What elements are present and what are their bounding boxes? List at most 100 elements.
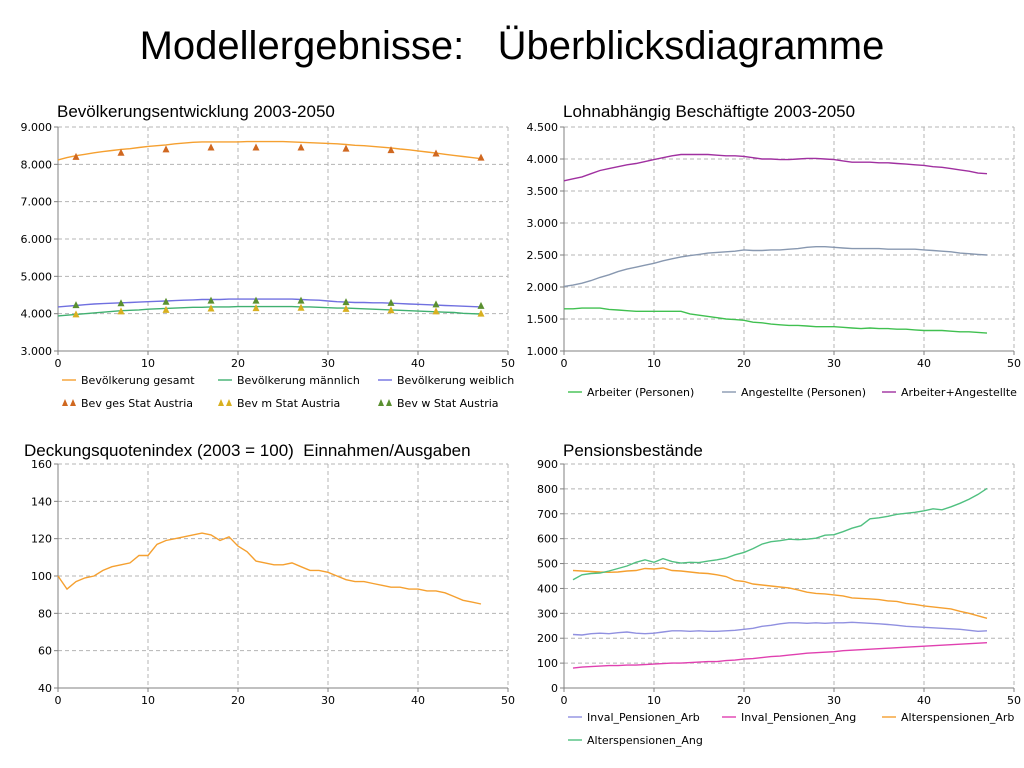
data-point-marker	[207, 143, 215, 151]
legend-entry: Inval_Pensionen_Arb	[568, 711, 700, 724]
data-point-marker	[477, 309, 485, 317]
legend-entry: Alterspensionen_Arb	[882, 711, 1014, 724]
legend-entry: Angestellte (Personen)	[722, 386, 866, 399]
x-tick-label: 10	[647, 694, 661, 707]
data-point-marker	[477, 153, 485, 161]
data-point-marker	[207, 296, 215, 304]
x-tick-label: 40	[917, 357, 931, 370]
data-point-marker	[72, 152, 80, 160]
series-pens-3	[572, 487, 988, 581]
series-line	[564, 307, 988, 334]
data-point-marker	[387, 306, 395, 314]
x-tick-label: 0	[561, 357, 568, 370]
y-tick-label: 3.000	[527, 217, 559, 230]
data-point-marker	[252, 296, 260, 304]
x-tick-label: 10	[141, 694, 155, 707]
legend-entry: Inval_Pensionen_Ang	[722, 711, 856, 724]
data-point-marker	[432, 307, 440, 315]
y-tick-label: 2.500	[527, 249, 559, 262]
legend-entry: Arbeiter+Angestellte	[882, 386, 1017, 399]
series-bev-1	[57, 305, 482, 317]
y-tick-label: 2.000	[527, 281, 559, 294]
x-tick-label: 40	[917, 694, 931, 707]
x-tick-label: 30	[827, 694, 841, 707]
chart-title-deckungsquote: Deckungsquotenindex (2003 = 100) Einnahm…	[24, 441, 471, 460]
legend-entry: Bevölkerung männlich	[218, 374, 360, 387]
legend-label: Inval_Pensionen_Arb	[587, 711, 700, 724]
series-bev-3	[72, 143, 485, 161]
x-tick-label: 50	[501, 357, 515, 370]
y-tick-label: 120	[31, 533, 52, 546]
x-tick-label: 20	[737, 694, 751, 707]
series-line	[572, 621, 988, 636]
series-line	[572, 642, 988, 669]
y-tick-label: 300	[537, 607, 558, 620]
x-tick-label: 30	[321, 694, 335, 707]
data-point-marker	[387, 298, 395, 306]
data-point-marker	[162, 305, 170, 313]
data-point-marker	[162, 297, 170, 305]
legend-entry: Bev ges Stat Austria	[62, 397, 193, 410]
y-tick-label: 7.000	[21, 196, 53, 209]
y-tick-label: 900	[537, 458, 558, 471]
chart-title-bevoelkerung: Bevölkerungsentwicklung 2003-2050	[57, 102, 335, 121]
legend-entry: Bevölkerung gesamt	[62, 374, 195, 387]
y-tick-label: 100	[31, 570, 52, 583]
x-tick-label: 30	[827, 357, 841, 370]
y-tick-label: 3.000	[21, 345, 53, 358]
data-point-marker	[72, 301, 80, 309]
series-line	[563, 245, 988, 288]
legend-swatch	[386, 399, 392, 406]
series-line	[572, 487, 988, 581]
legend-entry: Bev m Stat Austria	[218, 397, 340, 410]
legend-swatch	[70, 399, 76, 406]
data-point-marker	[387, 146, 395, 154]
y-tick-label: 5.000	[21, 270, 53, 283]
series-line	[57, 305, 482, 317]
data-point-marker	[297, 303, 305, 311]
x-tick-label: 10	[141, 357, 155, 370]
data-point-marker	[117, 299, 125, 307]
y-tick-label: 140	[31, 495, 52, 508]
y-tick-label: 1.000	[527, 345, 559, 358]
legend-entry: Bev w Stat Austria	[378, 397, 499, 410]
chart-lohn: 0 10 20 30 40 50 1.000 1.500 2.000 2.500 3.000 3.50…	[527, 121, 1022, 399]
legend-label: Inval_Pensionen_Ang	[741, 711, 856, 724]
x-tick-label: 50	[1007, 357, 1021, 370]
legend-swatch	[218, 399, 224, 406]
legend-swatch	[378, 399, 384, 406]
y-tick-label: 4.000	[21, 308, 53, 321]
series-line	[57, 532, 482, 605]
data-point-marker	[252, 304, 260, 312]
y-tick-label: 6.000	[21, 233, 53, 246]
legend-label: Alterspensionen_Ang	[587, 734, 703, 747]
chart-bev: 0 10 20 30 40 50 3.000 4.000 5.000 6.000 7.000 8.00…	[21, 121, 516, 410]
chart-deck: 0 10 20 30 40 50 40 60 80 100 120 140 160	[31, 458, 515, 707]
legend-label: Bev ges Stat Austria	[81, 397, 193, 410]
series-bev-0	[57, 140, 482, 161]
y-tick-label: 80	[38, 607, 52, 620]
x-tick-label: 20	[231, 357, 245, 370]
y-tick-label: 4.500	[527, 121, 559, 134]
data-point-marker	[342, 304, 350, 312]
series-lohn-2	[563, 153, 988, 182]
data-point-marker	[252, 143, 260, 151]
x-tick-label: 40	[411, 357, 425, 370]
series-lohn-0	[564, 307, 988, 334]
data-point-marker	[117, 307, 125, 315]
y-tick-label: 800	[537, 483, 558, 496]
y-tick-label: 0	[551, 682, 558, 695]
series-lohn-1	[563, 245, 988, 288]
legend-swatch	[226, 399, 232, 406]
data-point-marker	[117, 148, 125, 156]
data-point-marker	[297, 296, 305, 304]
y-tick-label: 400	[537, 582, 558, 595]
y-tick-label: 4.000	[527, 153, 559, 166]
data-point-marker	[477, 301, 485, 309]
legend-entry: Bevölkerung weiblich	[378, 374, 514, 387]
x-tick-label: 20	[231, 694, 245, 707]
y-tick-label: 9.000	[21, 121, 53, 134]
y-tick-label: 100	[537, 657, 558, 670]
chart-title-beschaeftigte: Lohnabhängig Beschäftigte 2003-2050	[563, 102, 856, 121]
